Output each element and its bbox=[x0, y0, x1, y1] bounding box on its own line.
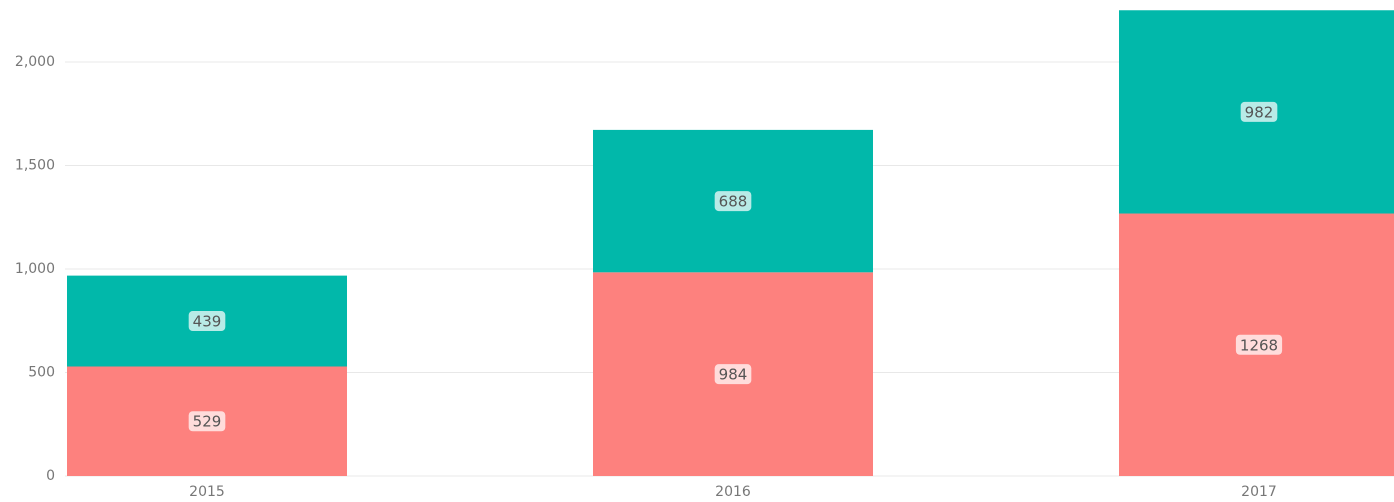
y-tick-label: 2,000 bbox=[15, 54, 55, 70]
data-label: 982 bbox=[1240, 101, 1278, 122]
data-label-text: 688 bbox=[719, 193, 748, 211]
data-label-bg bbox=[1240, 101, 1278, 122]
x-tick-label: 2016 bbox=[715, 484, 751, 500]
data-label-text: 1268 bbox=[1240, 336, 1278, 354]
data-label-text: 982 bbox=[1245, 103, 1274, 121]
data-label: 984 bbox=[714, 364, 752, 385]
data-label-bg bbox=[714, 191, 752, 212]
data-label: 1268 bbox=[1235, 334, 1283, 355]
data-label: 688 bbox=[714, 191, 752, 212]
y-tick-label: 500 bbox=[28, 365, 55, 381]
data-label-bg bbox=[1235, 334, 1283, 355]
data-label-text: 529 bbox=[193, 413, 222, 431]
data-label-bg bbox=[188, 411, 226, 432]
x-tick-label: 2015 bbox=[189, 484, 225, 500]
data-label-text: 439 bbox=[193, 313, 222, 331]
data-label-bg bbox=[714, 364, 752, 385]
data-label-text: 984 bbox=[719, 366, 748, 384]
y-tick-label: 1,500 bbox=[15, 158, 55, 174]
data-label-bg bbox=[188, 311, 226, 332]
y-tick-label: 0 bbox=[46, 468, 55, 484]
y-tick-label: 1,000 bbox=[15, 261, 55, 277]
data-label: 529 bbox=[188, 411, 226, 432]
data-label: 439 bbox=[188, 311, 226, 332]
x-tick-label: 2017 bbox=[1241, 484, 1277, 500]
